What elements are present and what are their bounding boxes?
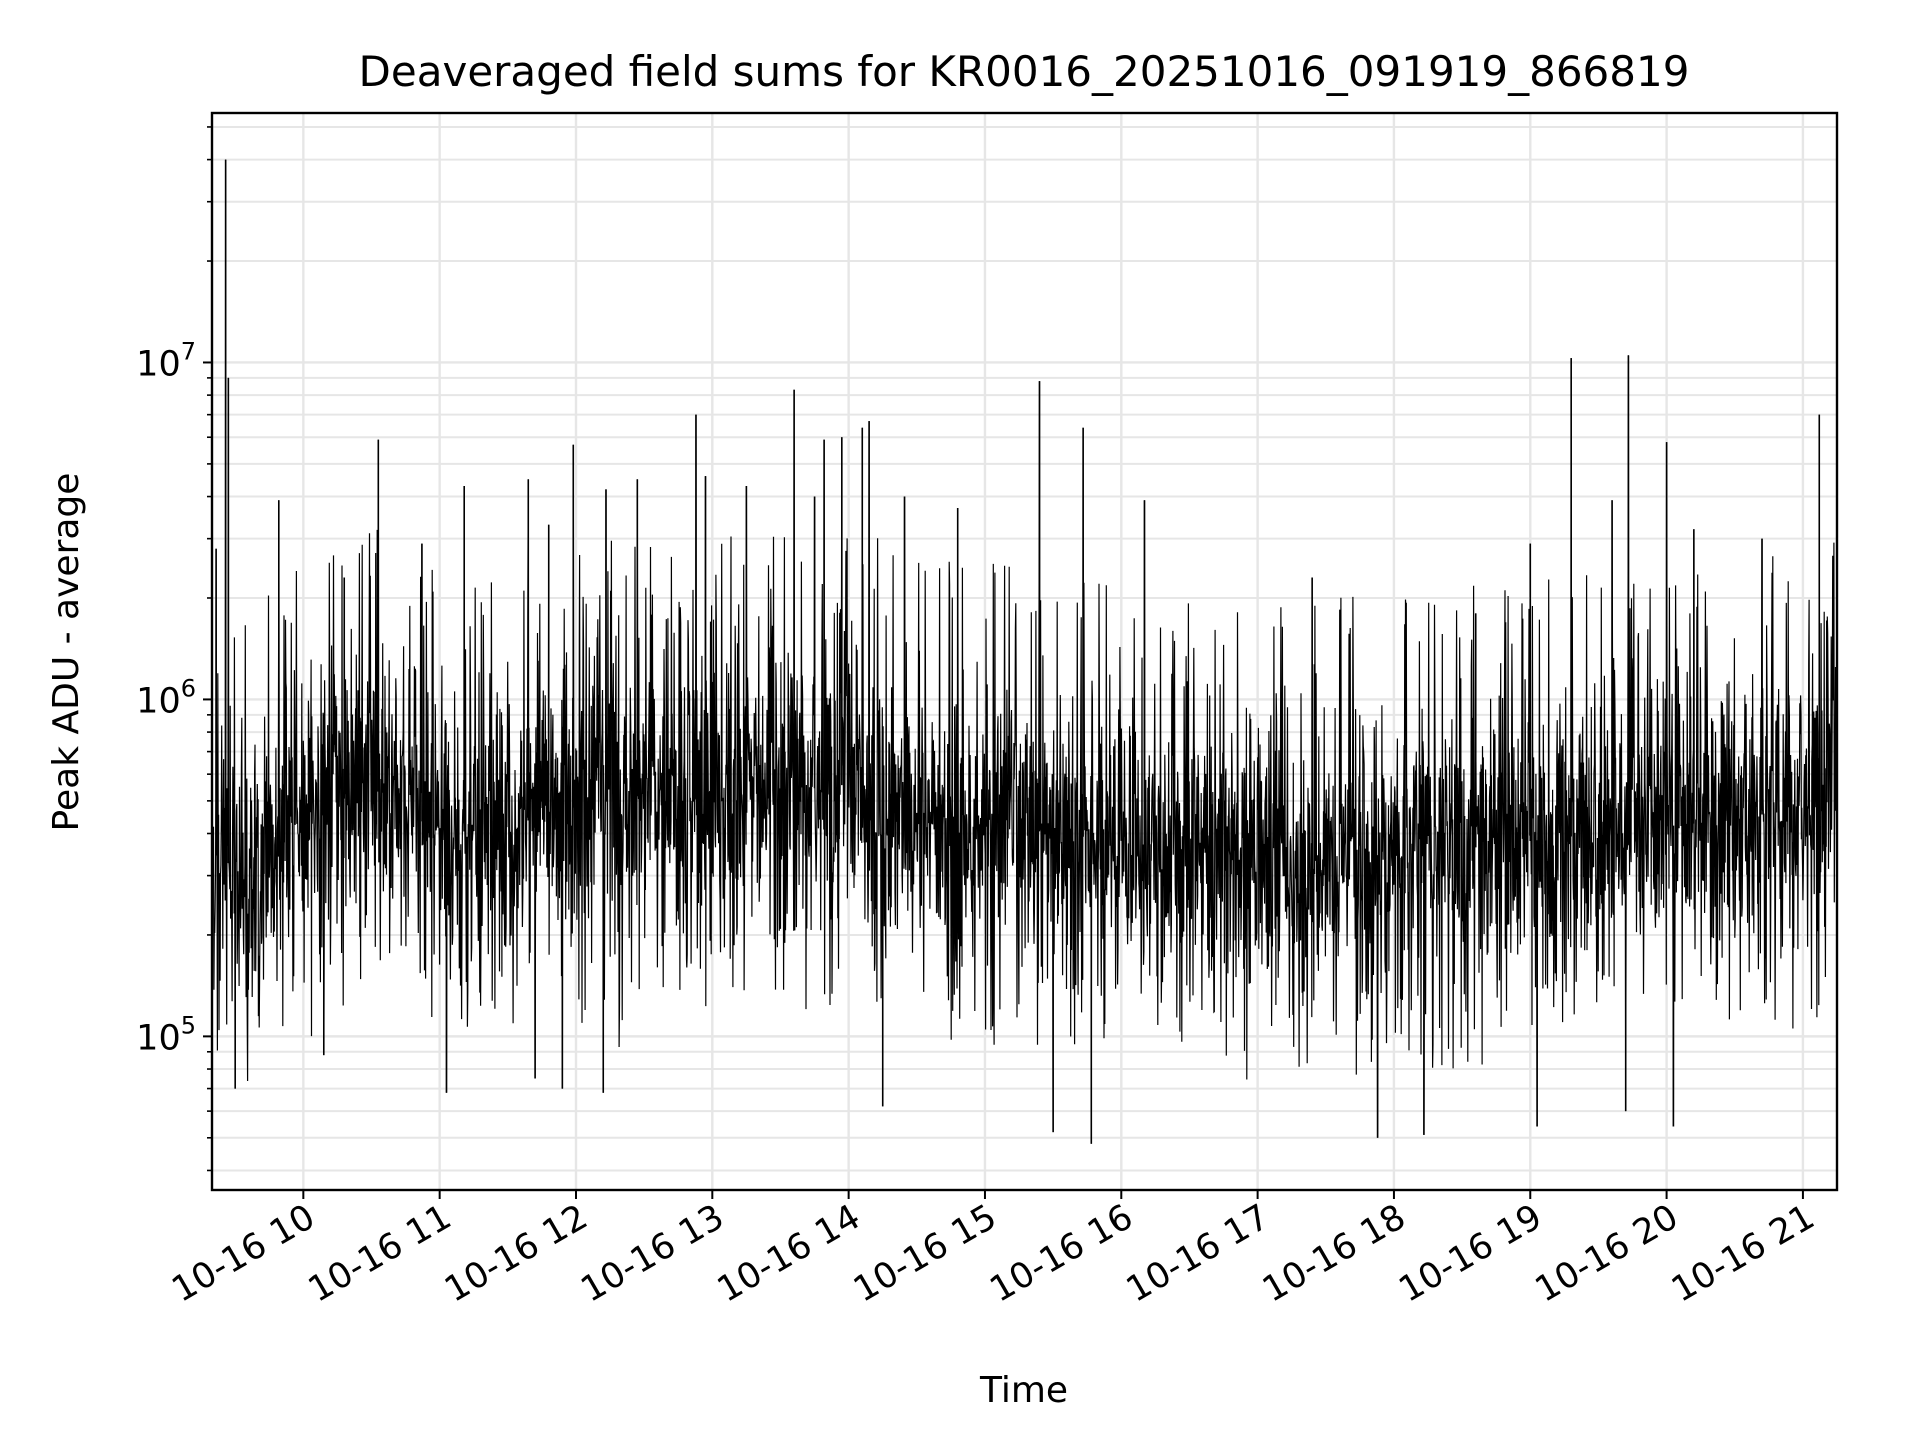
y-tick-label: 105: [136, 1011, 196, 1058]
y-axis-label: Peak ADU - average: [46, 473, 87, 832]
chart-title: Deaveraged field sums for KR0016_2025101…: [359, 47, 1690, 96]
y-tick-label: 106: [136, 674, 196, 721]
series-layer: [211, 159, 1838, 1144]
y-tick-label: 107: [136, 337, 196, 384]
x-axis-label: Time: [979, 1370, 1068, 1411]
series-line-deaveraged-field-sums: [211, 159, 1838, 1144]
axes-frame: [210, 111, 1839, 1192]
